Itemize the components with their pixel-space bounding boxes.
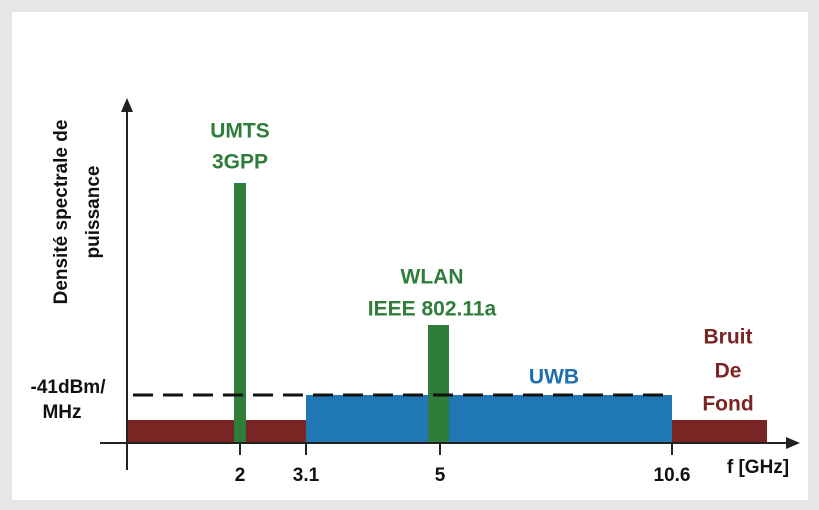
noise-label: Fond: [702, 393, 753, 416]
uwb-band: [306, 395, 672, 443]
y-arrow: [121, 98, 133, 112]
x-tick-label: 10.6: [654, 465, 691, 486]
uwb-label: UWB: [529, 366, 579, 389]
umts-bar: [234, 183, 246, 443]
umts-label: 3GPP: [212, 151, 268, 174]
x-tick-label: 2: [235, 465, 246, 486]
x-tick-label: 3.1: [293, 465, 320, 486]
level-label: -41dBm/: [31, 377, 107, 398]
x-arrow: [786, 437, 800, 449]
level-label: MHz: [42, 402, 81, 423]
wlan-label: IEEE 802.11a: [368, 298, 497, 321]
noise-label: Bruit: [704, 326, 753, 349]
x-axis-label: f [GHz]: [727, 457, 789, 478]
y-axis-label: Densité spectrale de: [51, 120, 72, 305]
y-axis-label: puissance: [83, 166, 104, 259]
umts-label: UMTS: [210, 120, 270, 143]
wlan-label: WLAN: [401, 266, 464, 289]
x-tick-label: 5: [435, 465, 446, 486]
noise-label: De: [715, 360, 742, 383]
wlan-bar: [428, 325, 449, 443]
